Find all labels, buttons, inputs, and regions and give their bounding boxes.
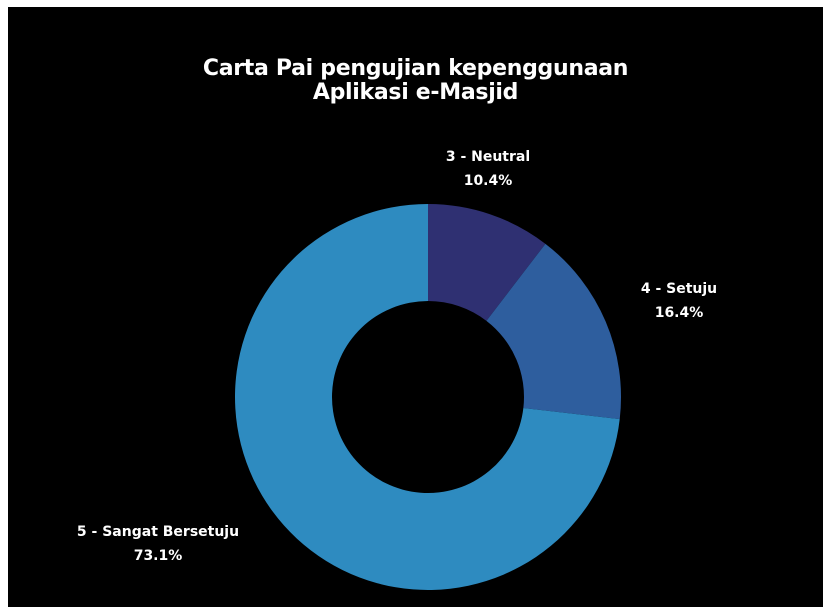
slice-label-neutral: 3 - Neutral 10.4%: [428, 145, 548, 193]
chart-title: Carta Pai pengujian kepenggunaan Aplikas…: [8, 57, 823, 105]
chart-panel: Carta Pai pengujian kepenggunaan Aplikas…: [8, 7, 823, 607]
donut-slice-0: [428, 204, 546, 321]
chart-title-line-2: Aplikasi e-Masjid: [312, 80, 519, 105]
slice-label-sangat-bersetuju: 5 - Sangat Bersetuju 73.1%: [58, 520, 258, 568]
donut-slice-1: [486, 243, 621, 420]
slice-label-setuju-value: 16.4%: [654, 305, 704, 321]
donut-chart: [234, 204, 621, 590]
chart-title-line-1: Carta Pai pengujian kepenggunaan: [202, 56, 629, 81]
slice-label-neutral-value: 10.4%: [463, 173, 513, 189]
slice-label-sangat-bersetuju-value: 73.1%: [133, 548, 183, 564]
slice-label-setuju: 4 - Setuju 16.4%: [624, 277, 734, 325]
donut-slice-2: [234, 204, 620, 590]
slice-label-sangat-bersetuju-name: 5 - Sangat Bersetuju: [76, 524, 240, 540]
slice-label-neutral-name: 3 - Neutral: [445, 149, 531, 165]
slice-label-setuju-name: 4 - Setuju: [640, 281, 718, 297]
